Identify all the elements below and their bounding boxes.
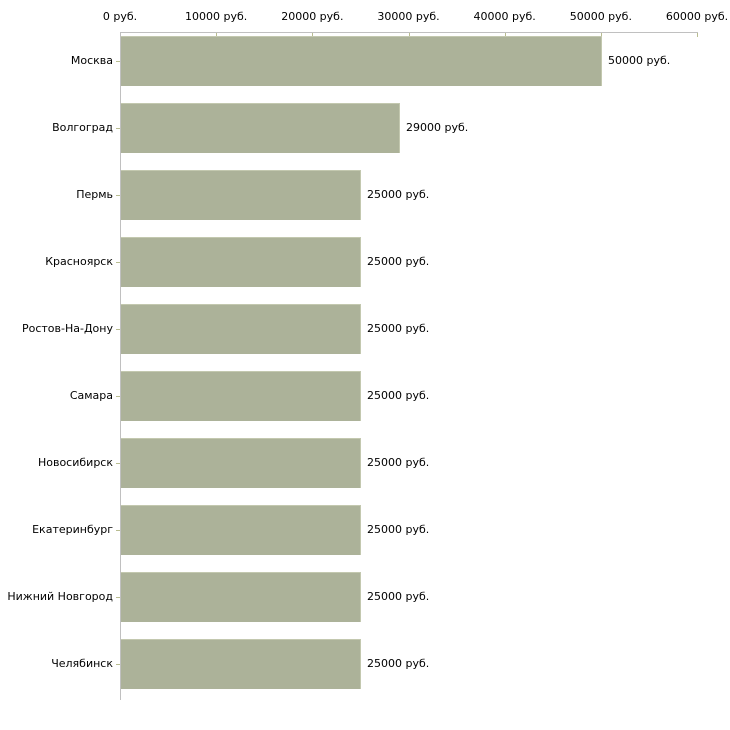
bar <box>121 237 361 287</box>
value-label: 25000 руб. <box>367 456 430 469</box>
y-axis-line <box>120 32 121 700</box>
x-tick-label: 10000 руб. <box>185 10 248 23</box>
value-label: 29000 руб. <box>406 121 469 134</box>
x-tick-mark <box>601 33 602 37</box>
x-tick-mark <box>505 33 506 37</box>
category-label: Нижний Новгород <box>7 590 113 603</box>
category-label: Пермь <box>76 188 113 201</box>
x-tick-label: 50000 руб. <box>569 10 632 23</box>
category-tick-mark <box>116 664 120 665</box>
category-label: Волгоград <box>52 121 113 134</box>
value-label: 25000 руб. <box>367 188 430 201</box>
category-tick-mark <box>116 329 120 330</box>
x-tick-label: 20000 руб. <box>281 10 344 23</box>
value-label: 25000 руб. <box>367 255 430 268</box>
category-label: Новосибирск <box>37 456 113 469</box>
x-tick-label: 60000 руб. <box>665 10 729 23</box>
category-tick-mark <box>116 61 120 62</box>
category-tick-mark <box>116 128 120 129</box>
x-tick-label: 30000 руб. <box>377 10 440 23</box>
value-label: 25000 руб. <box>367 590 430 603</box>
bar <box>121 170 361 220</box>
category-tick-mark <box>116 597 120 598</box>
bar <box>121 505 361 555</box>
category-label: Красноярск <box>45 255 113 268</box>
bar <box>121 304 361 354</box>
bar <box>121 371 361 421</box>
category-tick-mark <box>116 530 120 531</box>
bar <box>121 438 361 488</box>
category-tick-mark <box>116 195 120 196</box>
x-tick-label: 40000 руб. <box>473 10 536 23</box>
value-label: 25000 руб. <box>367 657 430 670</box>
x-tick-mark <box>216 33 217 37</box>
value-label: 50000 руб. <box>608 54 671 67</box>
value-label: 25000 руб. <box>367 523 430 536</box>
bar <box>121 572 361 622</box>
category-tick-mark <box>116 262 120 263</box>
x-tick-mark <box>312 33 313 37</box>
category-label: Ростов-На-Дону <box>21 322 113 335</box>
x-tick-mark <box>697 33 698 37</box>
value-label: 25000 руб. <box>367 389 430 402</box>
x-tick-mark <box>409 33 410 37</box>
value-label: 25000 руб. <box>367 322 430 335</box>
category-label: Екатеринбург <box>32 523 113 536</box>
bar <box>121 639 361 689</box>
x-tick-label: 0 руб. <box>102 10 138 23</box>
bar <box>121 36 602 86</box>
category-tick-mark <box>116 396 120 397</box>
category-label: Самара <box>69 389 113 402</box>
bar <box>121 103 400 153</box>
category-tick-mark <box>116 463 120 464</box>
category-label: Челябинск <box>51 657 113 670</box>
category-label: Москва <box>70 54 113 67</box>
x-axis-line <box>120 32 698 33</box>
